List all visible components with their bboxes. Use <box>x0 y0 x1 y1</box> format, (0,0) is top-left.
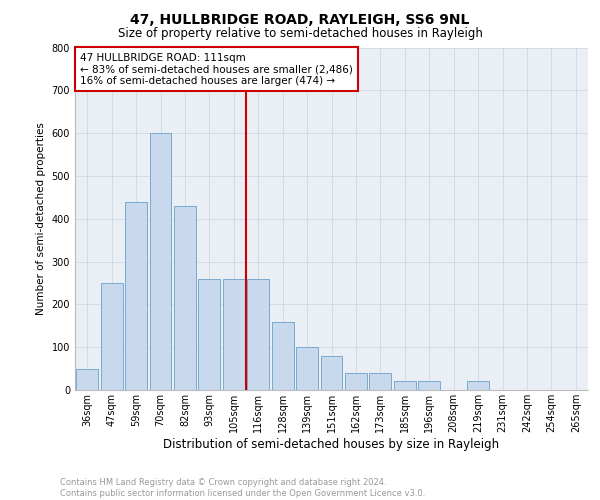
Bar <box>199 278 220 390</box>
Bar <box>320 356 343 390</box>
Bar <box>149 133 172 390</box>
Bar <box>174 206 196 390</box>
Y-axis label: Number of semi-detached properties: Number of semi-detached properties <box>36 122 46 315</box>
Bar <box>223 278 245 390</box>
Bar <box>76 368 98 390</box>
Text: 47, HULLBRIDGE ROAD, RAYLEIGH, SS6 9NL: 47, HULLBRIDGE ROAD, RAYLEIGH, SS6 9NL <box>130 12 470 26</box>
Bar <box>394 382 416 390</box>
Bar <box>101 283 122 390</box>
Text: Contains HM Land Registry data © Crown copyright and database right 2024.
Contai: Contains HM Land Registry data © Crown c… <box>60 478 425 498</box>
Bar <box>247 278 269 390</box>
Bar <box>272 322 293 390</box>
Bar <box>370 373 391 390</box>
X-axis label: Distribution of semi-detached houses by size in Rayleigh: Distribution of semi-detached houses by … <box>163 438 500 450</box>
Bar <box>345 373 367 390</box>
Text: Size of property relative to semi-detached houses in Rayleigh: Size of property relative to semi-detach… <box>118 28 482 40</box>
Bar <box>296 347 318 390</box>
Bar <box>418 382 440 390</box>
Bar <box>125 202 147 390</box>
Bar <box>467 382 489 390</box>
Text: 47 HULLBRIDGE ROAD: 111sqm
← 83% of semi-detached houses are smaller (2,486)
16%: 47 HULLBRIDGE ROAD: 111sqm ← 83% of semi… <box>80 52 353 86</box>
